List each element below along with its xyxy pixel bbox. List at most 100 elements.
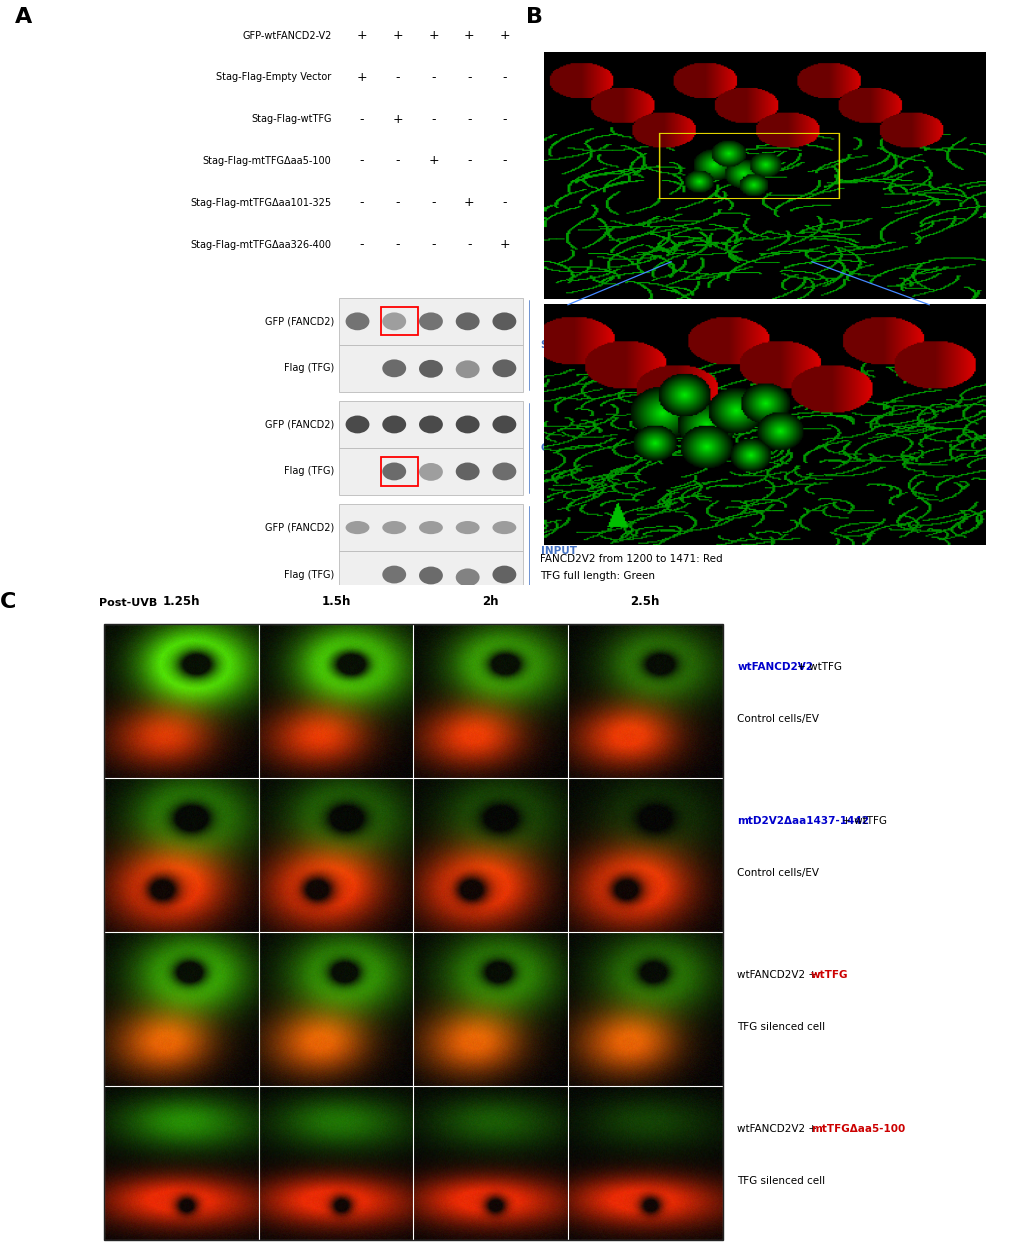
Text: -: - [360, 238, 364, 251]
Text: Control cells/EV: Control cells/EV [737, 714, 818, 724]
Text: 2.5h: 2.5h [630, 594, 659, 608]
Ellipse shape [492, 565, 516, 583]
Text: 2h: 2h [482, 594, 498, 608]
Text: -: - [360, 196, 364, 209]
Text: TFG full length: Green: TFG full length: Green [539, 572, 654, 582]
Text: -: - [431, 112, 435, 126]
Text: -: - [502, 112, 506, 126]
Text: wtFANCD2V2: wtFANCD2V2 [737, 662, 812, 672]
Ellipse shape [492, 415, 516, 433]
Text: C: C [0, 592, 16, 612]
Text: -: - [502, 196, 506, 209]
Bar [339, 298, 523, 345]
Text: Post-UVB: Post-UVB [99, 598, 157, 608]
Text: -: - [360, 112, 364, 126]
Ellipse shape [419, 360, 442, 378]
Ellipse shape [455, 312, 479, 330]
Text: Stag-IP: Stag-IP [540, 340, 583, 350]
Text: + wtTFG: + wtTFG [838, 816, 887, 826]
Ellipse shape [455, 415, 479, 433]
Text: GFP (FANCD2): GFP (FANCD2) [265, 316, 334, 326]
Ellipse shape [345, 415, 369, 433]
Text: GFP-IP: GFP-IP [540, 443, 579, 453]
Text: Stag-Flag-wtTFG: Stag-Flag-wtTFG [251, 115, 331, 125]
Ellipse shape [492, 521, 516, 534]
Text: +: + [464, 29, 474, 42]
Text: -: - [431, 238, 435, 251]
Bar [339, 551, 523, 598]
Ellipse shape [455, 360, 479, 378]
Text: Flag (TFG): Flag (TFG) [283, 569, 334, 579]
Text: Flag (TFG): Flag (TFG) [283, 364, 334, 374]
Text: GFP-wtFANCD2-V2: GFP-wtFANCD2-V2 [242, 30, 331, 40]
Text: -: - [395, 196, 399, 209]
Text: +: + [392, 29, 403, 42]
Ellipse shape [455, 569, 479, 587]
Text: -: - [467, 238, 471, 251]
Ellipse shape [382, 462, 406, 481]
Text: -: - [431, 196, 435, 209]
Text: TFG silenced cell: TFG silenced cell [737, 1176, 824, 1186]
Ellipse shape [382, 565, 406, 583]
Bar [339, 448, 523, 495]
Text: -: - [467, 71, 471, 84]
Text: +: + [499, 238, 510, 251]
Bar [339, 504, 523, 551]
Ellipse shape [419, 415, 442, 433]
Ellipse shape [455, 521, 479, 534]
Text: -: - [360, 155, 364, 167]
Text: A: A [15, 6, 33, 26]
Text: +: + [357, 71, 367, 84]
Bar [381, 307, 418, 335]
Text: -: - [395, 155, 399, 167]
Ellipse shape [492, 359, 516, 378]
Text: +: + [428, 29, 438, 42]
Ellipse shape [492, 462, 516, 481]
Text: Stag-Flag-mtTFGΔaa5-100: Stag-Flag-mtTFGΔaa5-100 [203, 156, 331, 166]
Text: Stag-Flag-mtTFGΔaa101-325: Stag-Flag-mtTFGΔaa101-325 [191, 198, 331, 208]
Text: +: + [499, 29, 510, 42]
Text: FANCD2V2 from 1200 to 1471: Red: FANCD2V2 from 1200 to 1471: Red [539, 554, 721, 564]
Bar [381, 457, 418, 486]
Text: -: - [395, 71, 399, 84]
Text: Stag-Flag-mtTFGΔaa326-400: Stag-Flag-mtTFGΔaa326-400 [191, 239, 331, 249]
Ellipse shape [419, 463, 442, 481]
Ellipse shape [419, 521, 442, 534]
Text: B: B [525, 6, 542, 26]
Ellipse shape [382, 312, 406, 330]
Text: -: - [467, 112, 471, 126]
Text: -: - [395, 238, 399, 251]
Text: wtTFG: wtTFG [810, 971, 848, 980]
Text: GFP (FANCD2): GFP (FANCD2) [265, 522, 334, 533]
Ellipse shape [455, 462, 479, 481]
Text: Flag (TFG): Flag (TFG) [283, 466, 334, 476]
Text: wtFANCD2V2 +: wtFANCD2V2 + [737, 1124, 820, 1134]
Ellipse shape [382, 415, 406, 433]
Text: -: - [502, 71, 506, 84]
Ellipse shape [419, 567, 442, 584]
Text: Control cells/EV: Control cells/EV [737, 869, 818, 879]
Ellipse shape [345, 312, 369, 330]
Text: mtTFGΔaa5-100: mtTFGΔaa5-100 [810, 1124, 904, 1134]
Bar [104, 624, 721, 1240]
Text: wtFANCD2V2 +: wtFANCD2V2 + [737, 971, 820, 980]
Text: INPUT: INPUT [540, 546, 576, 556]
Text: Stag-Flag-Empty Vector: Stag-Flag-Empty Vector [216, 72, 331, 82]
Text: 1.25h: 1.25h [163, 594, 200, 608]
Text: +: + [392, 112, 403, 126]
Text: -: - [502, 155, 506, 167]
Text: +: + [464, 196, 474, 209]
Ellipse shape [492, 312, 516, 330]
Ellipse shape [419, 312, 442, 330]
Ellipse shape [382, 359, 406, 378]
Ellipse shape [345, 521, 369, 534]
Text: mtD2V2Δaa1437-1442: mtD2V2Δaa1437-1442 [737, 816, 868, 826]
Text: -: - [431, 71, 435, 84]
Text: GFP (FANCD2): GFP (FANCD2) [265, 419, 334, 429]
Bar [339, 400, 523, 448]
Text: TFG silenced cell: TFG silenced cell [737, 1022, 824, 1032]
Text: -: - [467, 155, 471, 167]
Text: +: + [428, 155, 438, 167]
Bar [339, 345, 523, 392]
Text: +: + [357, 29, 367, 42]
